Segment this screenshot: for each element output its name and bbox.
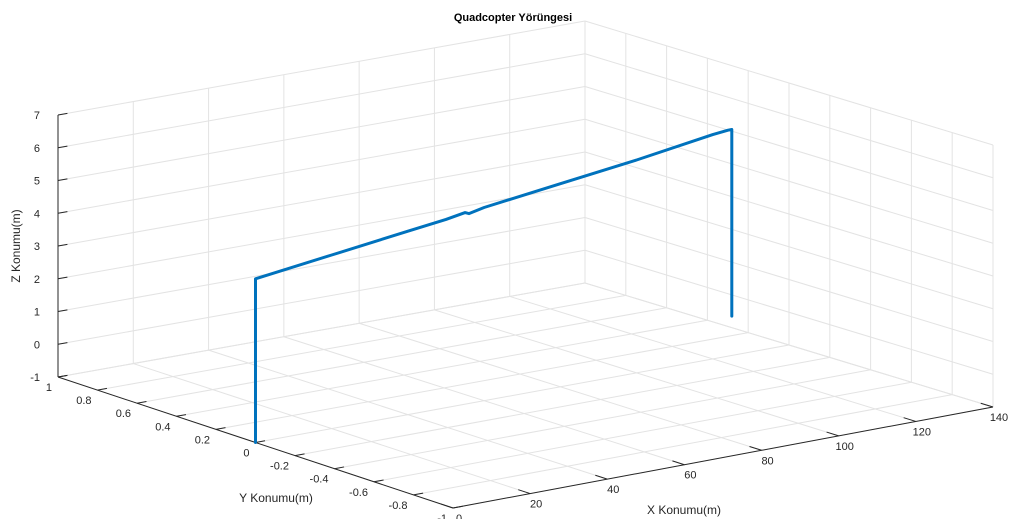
z-tick-mark — [57, 309, 68, 312]
floor-grid-line — [294, 356, 830, 457]
x-tick-mark — [826, 431, 839, 437]
right-wall-grid-line — [584, 249, 994, 375]
y-tick-label: -0.8 — [389, 500, 408, 512]
z-tick-mark — [57, 211, 68, 214]
y-tick-mark — [413, 492, 424, 496]
x-tick-label: 140 — [990, 412, 1008, 424]
floor-grid-line — [334, 369, 871, 470]
x-tick-label: 60 — [684, 470, 696, 482]
back-wall-grid-line — [57, 184, 586, 280]
x-tick-mark — [595, 474, 608, 480]
y-tick-label: -0.4 — [310, 474, 329, 486]
z-tick-label: 3 — [34, 241, 40, 253]
z-axis-label: Z Konumu(m) — [9, 209, 23, 282]
z-tick-mark — [57, 243, 68, 247]
plot-area — [254, 128, 734, 444]
z-tick-mark — [57, 342, 68, 345]
x-tick-label: 80 — [761, 455, 773, 467]
x-tick-mark — [440, 503, 454, 509]
floor-grid-line — [176, 319, 708, 417]
x-tick-label: 100 — [836, 441, 854, 453]
z-tick-label: 6 — [34, 143, 40, 155]
right-wall-grid-line — [584, 118, 994, 244]
right-wall-grid-line — [584, 151, 994, 277]
x-tick-label: 120 — [913, 426, 931, 438]
right-wall-grid-line — [584, 53, 994, 179]
x-tick-mark — [749, 445, 762, 451]
back-wall-grid-line — [57, 20, 586, 116]
x-tick-label: 0 — [456, 513, 462, 519]
y-tick-mark — [294, 453, 305, 457]
y-tick-mark — [136, 401, 147, 404]
floor-grid-line — [255, 344, 790, 443]
z-tick-mark — [57, 178, 68, 181]
z-tick-label: 4 — [34, 208, 40, 220]
right-wall-grid-line — [584, 217, 994, 342]
floor-grid-line — [373, 381, 912, 483]
z-tick-label: 0 — [34, 339, 40, 351]
y-tick-mark — [255, 440, 266, 443]
right-wall-grid-line — [584, 20, 994, 146]
floor-grid-line — [413, 394, 953, 496]
y-tick-mark — [215, 427, 226, 430]
x-axis-line — [452, 406, 994, 509]
x-tick-mark — [518, 489, 531, 495]
back-wall-grid-line — [57, 151, 586, 247]
y-tick-label: -0.6 — [349, 487, 368, 499]
x-tick-label: 40 — [607, 484, 619, 496]
y-tick-label: 1 — [46, 382, 52, 394]
y-axis-label: Y Konumu(m) — [239, 491, 313, 505]
back-wall-grid-line — [57, 53, 586, 149]
z-tick-label: 7 — [34, 110, 40, 122]
floor-grid-line — [215, 332, 749, 430]
z-tick-label: -1 — [30, 372, 40, 384]
y-tick-label: 0 — [243, 448, 249, 460]
trajectory-line — [254, 128, 734, 444]
y-tick-label: 0.8 — [76, 395, 91, 407]
y-tick-mark — [334, 466, 345, 470]
back-wall-grid-line — [57, 217, 586, 312]
z-tick-mark — [57, 112, 68, 116]
z-tick-mark — [57, 374, 68, 378]
chart-title: Quadcopter Yörüngesi — [454, 12, 572, 24]
right-wall-grid-line — [584, 282, 994, 408]
y-tick-mark — [97, 387, 108, 391]
y-tick-label: 0.6 — [116, 408, 131, 420]
z-tick-label: 5 — [34, 176, 40, 188]
y-tick-label: 0.4 — [155, 421, 170, 433]
x-tick-label: 20 — [530, 499, 542, 511]
x-axis-label: X Konumu(m) — [647, 503, 721, 517]
y-tick-mark — [373, 479, 384, 483]
y-tick-label: 0.2 — [195, 434, 210, 446]
grid-lines — [57, 20, 994, 509]
floor-grid-line — [97, 294, 626, 391]
back-wall-grid-line — [57, 282, 586, 378]
back-wall-grid-line — [57, 249, 586, 345]
tick-labels: 020406080100120140-1-0.8-0.6-0.4-0.200.2… — [30, 110, 1008, 519]
x-tick-mark — [903, 417, 917, 422]
floor-grid-line — [136, 307, 667, 404]
y-tick-label: -1 — [437, 513, 447, 519]
z-tick-mark — [57, 276, 68, 280]
y-tick-mark — [176, 414, 187, 417]
y-tick-label: -0.2 — [270, 461, 289, 473]
z-tick-label: 2 — [34, 274, 40, 286]
y-tick-mark — [452, 505, 463, 509]
right-wall-grid-line — [584, 86, 994, 211]
back-wall-grid-line — [57, 86, 586, 181]
x-tick-mark — [672, 460, 685, 466]
back-wall-grid-line — [57, 118, 586, 214]
x-tick-mark — [980, 402, 994, 408]
z-tick-mark — [57, 145, 68, 149]
right-wall-grid-line — [584, 184, 994, 310]
z-tick-label: 1 — [34, 307, 40, 319]
